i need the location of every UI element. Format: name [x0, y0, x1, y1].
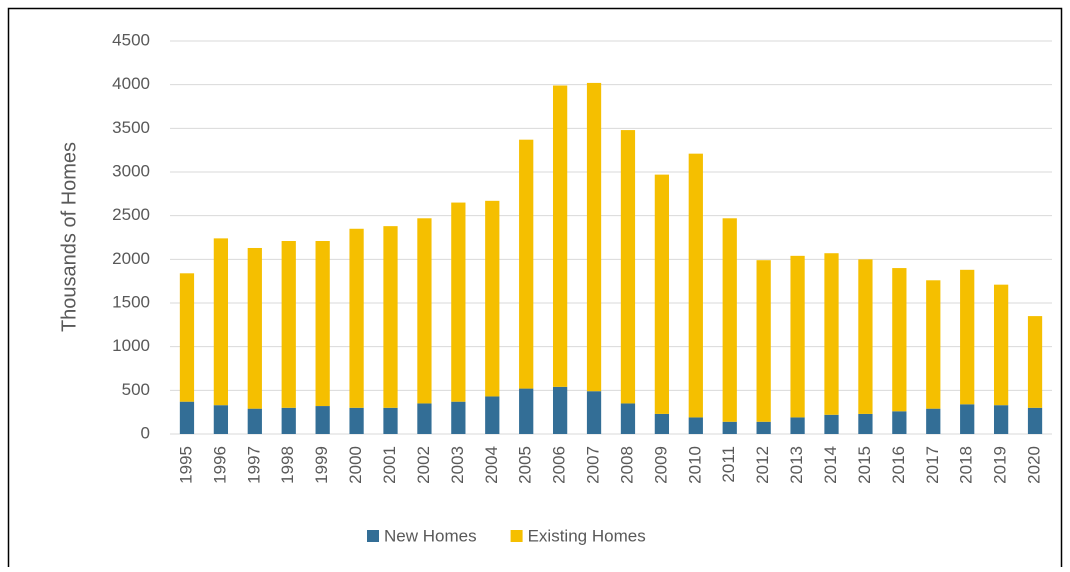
bar-segment — [756, 421, 771, 434]
legend-swatch — [510, 530, 523, 542]
x-tick-label: 1999 — [312, 446, 331, 484]
bar-segment — [654, 174, 670, 414]
x-tick-label: 2003 — [448, 446, 467, 484]
x-tick-label: 2000 — [346, 446, 365, 484]
x-tick-label: 2013 — [787, 446, 806, 484]
x-tick-label: 2014 — [821, 446, 840, 484]
x-tick-label: 2007 — [584, 446, 603, 484]
bar-segment — [417, 218, 432, 404]
y-tick-label: 2500 — [112, 205, 150, 224]
x-tick-label: 2015 — [855, 446, 874, 484]
x-tick-label: 2008 — [617, 446, 636, 484]
y-tick-label: 3500 — [112, 118, 150, 137]
x-tick-label: 2016 — [889, 446, 908, 484]
y-tick-label: 2000 — [112, 249, 150, 268]
bar-segment — [383, 407, 398, 434]
x-tick-label: 2004 — [482, 446, 501, 484]
bar-segment — [519, 388, 534, 434]
y-tick-label: 4500 — [112, 30, 150, 49]
bar-segment — [552, 85, 568, 387]
x-tick-label: 2009 — [651, 446, 670, 484]
bar-segment — [620, 403, 636, 434]
bar-segment — [824, 414, 839, 434]
bar-segment — [349, 407, 364, 434]
bar-segment — [179, 273, 195, 402]
bar-segment — [451, 202, 466, 402]
x-tick-label: 1997 — [244, 446, 263, 484]
bar-segment — [993, 284, 1009, 406]
bar-segment — [179, 401, 195, 434]
x-tick-label: 1995 — [176, 446, 195, 484]
y-tick-label: 500 — [122, 380, 150, 399]
y-tick-label: 1500 — [112, 292, 150, 311]
bar-segment — [315, 240, 330, 407]
bar-segment — [993, 405, 1009, 434]
y-tick-label: 4000 — [112, 74, 150, 93]
bar-segment — [247, 247, 262, 409]
x-tick-label: 2010 — [685, 446, 704, 484]
bar-segment — [586, 391, 602, 434]
bar-segment — [824, 253, 839, 415]
bar-segment — [417, 403, 432, 434]
x-tick-label: 2018 — [957, 446, 976, 484]
x-tick-label: 2012 — [753, 446, 772, 484]
legend-label: Existing Homes — [528, 526, 646, 545]
bar-segment — [519, 139, 534, 389]
x-tick-label: 2006 — [550, 446, 569, 484]
bar-segment — [790, 417, 805, 434]
x-tick-label: 2002 — [414, 446, 433, 484]
bar-segment — [960, 404, 975, 434]
bar-segment — [586, 82, 602, 392]
y-tick-label: 3000 — [112, 161, 150, 180]
y-axis-label: Thousands of Homes — [58, 142, 80, 332]
bar-segment — [1027, 407, 1043, 434]
bar-segment — [213, 238, 229, 406]
bar-segment — [281, 240, 296, 408]
bar-segment — [722, 421, 737, 434]
bar-segment — [552, 386, 568, 434]
x-tick-label: 2005 — [516, 446, 535, 484]
bar-segment — [654, 413, 670, 434]
bar-segment — [620, 130, 636, 404]
x-tick-label: 2020 — [1025, 446, 1044, 484]
bar-segment — [688, 153, 703, 418]
bar-segment — [485, 200, 500, 397]
x-tick-label: 1998 — [278, 446, 297, 484]
legend-swatch — [367, 530, 379, 542]
bar-segment — [892, 411, 907, 434]
bar-segment — [485, 396, 500, 434]
bar-segment — [349, 228, 364, 408]
x-tick-label: 2017 — [923, 446, 942, 484]
x-tick-label: 2001 — [380, 446, 399, 484]
bar-segment — [926, 408, 941, 434]
bar-segment — [926, 280, 941, 409]
bar-segment — [383, 226, 398, 408]
x-tick-label: 2011 — [719, 446, 738, 483]
bar-segment — [790, 255, 805, 418]
bar-segment — [892, 268, 907, 412]
bar-segment — [451, 401, 466, 434]
bar-segment — [213, 405, 229, 434]
bar-segment — [858, 413, 873, 434]
y-tick-label: 0 — [141, 423, 150, 442]
bar-segment — [722, 218, 737, 422]
bar-segment — [960, 269, 975, 405]
bar-segment — [247, 408, 262, 434]
x-tick-label: 1996 — [210, 446, 229, 484]
y-tick-label: 1000 — [112, 336, 150, 355]
bar-segment — [1027, 316, 1043, 408]
bar-segment — [756, 260, 771, 422]
x-tick-label: 2019 — [991, 446, 1010, 484]
bar-segment — [315, 406, 330, 434]
legend-label: New Homes — [384, 526, 477, 545]
bar-segment — [281, 407, 296, 434]
bar-segment — [858, 259, 873, 414]
bar-segment — [688, 417, 703, 434]
